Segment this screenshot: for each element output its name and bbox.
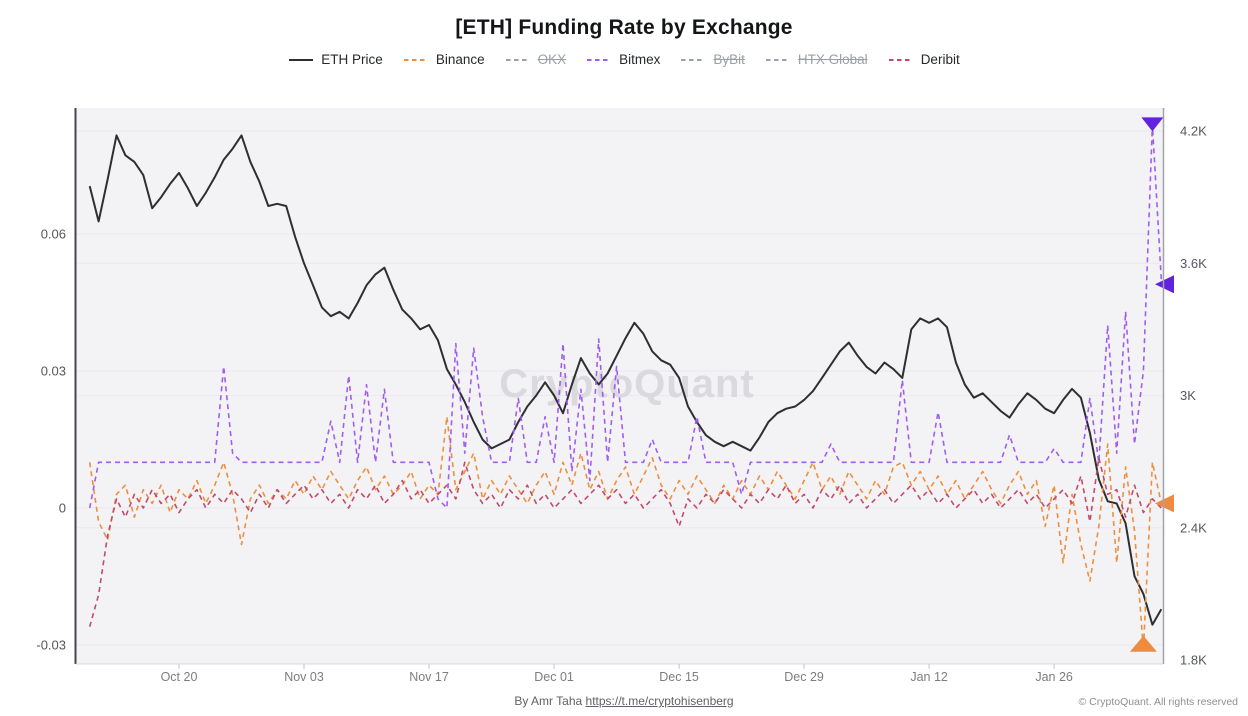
- legend-item-label: Bitmex: [619, 52, 661, 67]
- series-line-bitmex: [88, 123, 1163, 509]
- series-line-binance: [88, 415, 1163, 651]
- legend-item-label: HTX Global: [797, 52, 868, 67]
- y-axis-tick-label-left: 0.06: [41, 227, 66, 242]
- x-axis-tick-label: Jan 26: [1035, 670, 1073, 684]
- y-axis-tick-label-right: 1.8K: [1180, 653, 1207, 668]
- legend-item-okx[interactable]: OKX: [505, 52, 567, 67]
- y-axis-tick-label-left: 0: [59, 501, 66, 516]
- y-axis-tick-label-left: -0.03: [36, 638, 66, 653]
- legend-item-label: OKX: [537, 52, 567, 67]
- watermark: CryptoQuant: [499, 362, 754, 406]
- chart-header: [ETH] Funding Rate by Exchange ETH Price…: [0, 16, 1248, 67]
- plot-background: [76, 108, 1163, 664]
- y-axis-tick-label-right: 3.6K: [1180, 256, 1207, 271]
- marker-triangle-down: [1141, 117, 1164, 132]
- footer-attribution: By Amr Taha: [514, 694, 583, 708]
- x-axis-tick-label: Nov 03: [284, 670, 324, 684]
- marker-triangle-left: [1155, 494, 1174, 513]
- legend-item-label: ETH Price: [321, 52, 383, 67]
- legend-item-bybit[interactable]: ByBit: [680, 53, 745, 67]
- legend-line-sample: [888, 58, 913, 61]
- footer-attribution-row: By Amr Taha https://t.me/cryptohisenberg: [0, 694, 1248, 708]
- footer-telegram-link[interactable]: https://t.me/cryptohisenberg: [585, 694, 734, 708]
- x-axis-tick-label: Nov 17: [409, 670, 449, 684]
- chart-title: [ETH] Funding Rate by Exchange: [455, 16, 793, 39]
- y-axis-tick-label-right: 3K: [1180, 388, 1196, 403]
- x-axis-tick-label: Jan 12: [910, 670, 948, 684]
- y-axis-tick-label-right: 4.2K: [1180, 124, 1207, 139]
- x-axis-tick-label: Dec 01: [534, 670, 574, 684]
- legend-item-eth-price[interactable]: ETH Price: [288, 53, 383, 67]
- y-axis-tick-label-right: 2.4K: [1180, 520, 1207, 535]
- chart-legend: ETH Price Binance OKX Bitmex ByBit HTX Global…: [0, 53, 1248, 67]
- legend-item-binance[interactable]: Binance: [403, 53, 485, 67]
- series-line-eth-price: [88, 134, 1163, 626]
- x-axis-tick-label: Dec 15: [659, 670, 699, 684]
- legend-line-sample: [765, 58, 790, 61]
- chart-canvas: CryptoQuant -0.03 0 0.03 0.06 1.8K 2.4K 3K 3.6K 4…: [36, 108, 1207, 684]
- marker-triangle-up: [1129, 635, 1157, 652]
- x-axis-tick-label: Dec 29: [784, 670, 824, 684]
- x-axis-tick-label: Oct 20: [161, 670, 198, 684]
- series-line-deribit: [88, 456, 1162, 627]
- legend-line-sample: [587, 58, 612, 61]
- marker-triangle-left: [1155, 275, 1174, 294]
- y-axis-tick-label-left: 0.03: [41, 364, 66, 379]
- legend-item-htx-global[interactable]: HTX Global: [765, 53, 868, 67]
- legend-item-label: ByBit: [713, 52, 745, 67]
- legend-item-bitmex[interactable]: Bitmex: [586, 53, 660, 67]
- legend-item-deribit[interactable]: Deribit: [888, 53, 960, 67]
- funding-rate-chart-page: { "title": "[ETH] Funding Rate by Exchan…: [0, 16, 1248, 716]
- legend-line-sample: [505, 58, 530, 61]
- legend-line-sample: [289, 58, 314, 61]
- legend-line-sample: [403, 58, 428, 61]
- legend-item-label: Deribit: [920, 52, 960, 67]
- legend-line-sample: [681, 58, 706, 61]
- footer-copyright: © CryptoQuant. All rights reserved: [1078, 696, 1238, 708]
- legend-item-label: Binance: [435, 52, 485, 67]
